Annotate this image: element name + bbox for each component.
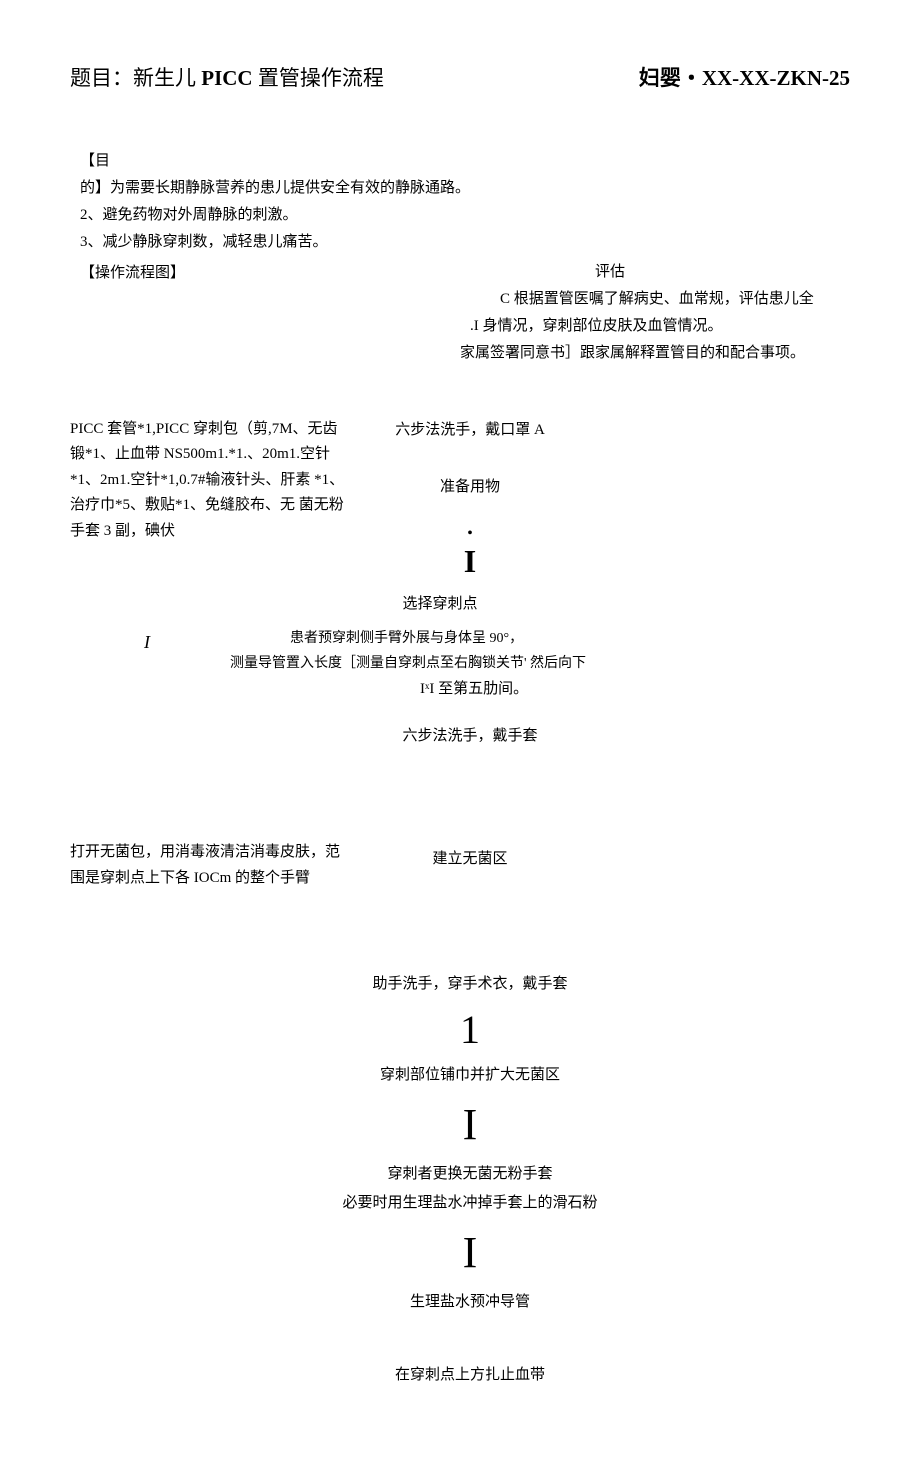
eval-text-2: .I 身情况，穿刺部位皮肤及血管情况。 [470,313,850,340]
measure-right: 患者预穿刺侧手臂外展与身体呈 90°， 测量导管置入长度［测量自穿刺点至右胸锁关… [170,626,850,676]
title-suffix: 置管操作流程 [253,66,384,90]
step-change-gloves-b: 必要时用生理盐水冲掉手套上的滑石粉 [90,1190,850,1217]
select-point-title: 选择穿刺点 [30,591,850,618]
step-assistant: 助手洗手，穿手术衣，戴手套 [90,971,850,998]
sterile-left: 打开无菌包，用消毒液清洁消毒皮肤，范 围是穿刺点上下各 IOCm 的整个手臂 [70,840,350,891]
title-prefix: 题目：新生儿 [70,66,201,90]
page-header: 题目：新生儿 PICC 置管操作流程 妇婴・XX-XX-ZKN-25 [70,60,850,98]
select-point-block: 选择穿刺点 I 患者预穿刺侧手臂外展与身体呈 90°， 测量导管置入长度［测量自… [90,591,850,703]
arrow-i2-icon: I [90,1231,850,1275]
purpose-line-3: 3、减少静脉穿刺数，减轻患儿痛苦。 [80,229,850,256]
supplies-mid: 六步法洗手，戴口罩 A 准备用物 . I [350,417,590,583]
sterile-right-empty [590,840,850,891]
page-title: 题目：新生儿 PICC 置管操作流程 [70,60,384,98]
arrow-1-icon: 1 [90,1010,850,1050]
arrow-i1-icon: I [90,1103,850,1147]
bar-icon: I [350,545,590,577]
purpose-text-1: 为需要长期静脉营养的患儿提供安全有效的静脉通路。 [110,180,470,196]
purpose-label-1: 【目 [80,148,850,175]
sterile-mid: 建立无菌区 [350,840,590,891]
code-value: XX-XX-ZKN-25 [702,66,850,90]
page-code: 妇婴・XX-XX-ZKN-25 [639,60,850,98]
purpose-line-1: 的】为需要长期静脉营养的患儿提供安全有效的静脉通路。 [80,175,850,202]
title-bold: PICC [201,66,252,90]
sterile-row: 打开无菌包，用消毒液清洁消毒皮肤，范 围是穿刺点上下各 IOCm 的整个手臂 建… [70,840,850,891]
supplies-right-empty [590,417,850,583]
measure-block: I 患者预穿刺侧手臂外展与身体呈 90°， 测量导管置入长度［测量自穿刺点至右胸… [90,626,850,676]
code-prefix: 妇婴・ [639,66,702,90]
prepare-supplies: 准备用物 [350,474,590,501]
wash-hands-gloves: 六步法洗手，戴手套 [90,723,850,750]
dot-icon: . [350,507,590,539]
eval-text-1: C 根据置管医嘱了解病史、血常规，评估患儿全 [500,286,850,313]
measure-text-3: IˣI 至第五肋间。 [420,676,850,703]
step-change-gloves-a: 穿刺者更换无菌无粉手套 [90,1161,850,1188]
step-drape: 穿刺部位铺巾并扩大无菌区 [90,1062,850,1089]
eval-title: 评估 [370,259,850,286]
italic-i-icon: I [144,632,150,652]
wash-hands-mask: 六步法洗手，戴口罩 A [350,417,590,444]
step-tourniquet: 在穿刺点上方扎止血带 [90,1362,850,1389]
supplies-row: PICC 套管*1,PICC 穿刺包（剪,7M、无齿 锻*1、止血带 NS500… [70,417,850,583]
measure-left: I [90,626,170,658]
step-flush: 生理盐水预冲导管 [90,1289,850,1316]
flow-label: 【操作流程图】 [80,260,185,287]
eval-text-3: 家属签署同意书］跟家属解释置管目的和配合事项。 [460,340,850,367]
purpose-line-2: 2、避免药物对外周静脉的刺激。 [80,202,850,229]
supplies-list: PICC 套管*1,PICC 穿刺包（剪,7M、无齿 锻*1、止血带 NS500… [70,417,350,583]
steps-block: 助手洗手，穿手术衣，戴手套 1 穿刺部位铺巾并扩大无菌区 I 穿刺者更换无菌无粉… [90,971,850,1389]
measure-text-1: 患者预穿刺侧手臂外展与身体呈 90°， [290,626,850,651]
measure-text-2: 测量导管置入长度［测量自穿刺点至右胸锁关节' 然后向下 [230,651,850,676]
purpose-label-2: 的】 [80,180,110,196]
eval-block: 评估 C 根据置管医嘱了解病史、血常规，评估患儿全 .I 身情况，穿刺部位皮肤及… [370,259,850,367]
